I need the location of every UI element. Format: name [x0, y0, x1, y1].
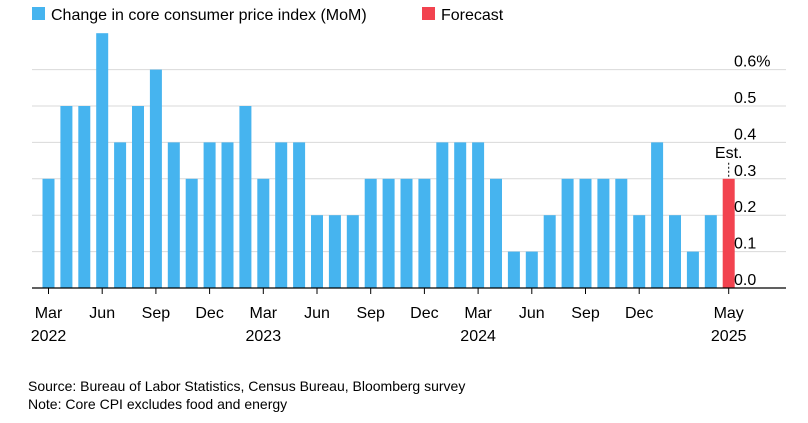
x-tick-year: 2023: [246, 328, 282, 345]
y-tick-label: 0.5: [734, 90, 756, 107]
legend-swatch-core-cpi: [32, 7, 45, 20]
x-tick-month: Sep: [571, 305, 600, 322]
x-tick-month: Dec: [625, 305, 653, 322]
bar-core-cpi: [669, 215, 681, 288]
bar-core-cpi: [507, 251, 520, 288]
legend-label-core-cpi: Change in core consumer price index (MoM…: [51, 7, 367, 24]
bar-core-cpi: [78, 106, 91, 288]
x-tick-year: 2025: [711, 328, 747, 345]
legend-swatch-forecast: [422, 7, 435, 20]
bar-core-cpi: [525, 251, 538, 288]
x-tick-month: Dec: [410, 305, 438, 322]
legend: Change in core consumer price index (MoM…: [32, 7, 504, 24]
bar-core-cpi: [472, 142, 485, 288]
x-tick-month: Jun: [519, 305, 545, 322]
bar-core-cpi: [185, 178, 198, 288]
y-tick-label: 0.0: [734, 272, 756, 289]
x-tick-month: Sep: [356, 305, 385, 322]
x-tick-month: Jun: [304, 305, 330, 322]
x-tick-month: May: [714, 305, 744, 322]
legend-label-forecast: Forecast: [441, 7, 504, 24]
bar-core-cpi: [293, 142, 306, 288]
bar-core-cpi: [132, 106, 144, 288]
bar-core-cpi: [167, 142, 180, 288]
bar-core-cpi: [257, 178, 270, 288]
bar-core-cpi: [418, 178, 431, 288]
x-tick-month: Mar: [464, 305, 492, 322]
bar-core-cpi: [454, 142, 467, 288]
bar-core-cpi: [364, 178, 377, 288]
bar-core-cpi: [704, 215, 717, 288]
x-tick-month: Dec: [195, 305, 223, 322]
x-tick-month: Jun: [89, 305, 115, 322]
bar-core-cpi: [615, 178, 628, 288]
bar-core-cpi: [221, 142, 234, 288]
y-tick-label: 0.3: [734, 163, 756, 180]
bar-core-cpi: [328, 215, 341, 288]
bar-core-cpi: [382, 178, 395, 288]
bar-forecast: [722, 178, 735, 288]
footnote: Note: Core CPI excludes food and energy: [28, 396, 288, 412]
y-tick-label: 0.6%: [734, 54, 770, 71]
chart: Change in core consumer price index (MoM…: [31, 7, 786, 345]
x-tick-month: Sep: [142, 305, 171, 322]
bar-core-cpi: [96, 33, 109, 289]
x-axis-ticks: Mar 2022 Jun Sep Dec Mar 2023 Jun Sep Dec Mar 2024 J…: [31, 288, 747, 345]
bar-core-cpi: [561, 178, 574, 288]
annotations: Est.: [715, 145, 743, 177]
bar-core-cpi: [686, 251, 699, 288]
bar-core-cpi: [400, 178, 413, 288]
y-axis: 0.0 0.1 0.2 0.3 0.4 0.5 0.6%: [734, 54, 770, 289]
bar-core-cpi: [203, 142, 216, 288]
bar-core-cpi: [633, 215, 646, 288]
bar-core-cpi: [436, 142, 449, 288]
bar-core-cpi: [114, 142, 127, 288]
bar-core-cpi: [275, 142, 288, 288]
bar-core-cpi: [579, 178, 592, 288]
bar-core-cpi: [597, 178, 610, 288]
bar-core-cpi: [239, 106, 252, 288]
y-tick-label: 0.1: [734, 236, 756, 253]
annotation-est: Est.: [715, 145, 743, 162]
x-tick-year: 2024: [460, 328, 496, 345]
bar-core-cpi: [60, 106, 73, 288]
x-tick-month: Mar: [250, 305, 278, 322]
bar-core-cpi: [149, 69, 162, 288]
y-tick-label: 0.4: [734, 126, 756, 143]
source-note: Source: Bureau of Labor Statistics, Cens…: [28, 378, 466, 394]
y-tick-label: 0.2: [734, 199, 756, 216]
bars: [42, 33, 735, 289]
bar-core-cpi: [651, 142, 664, 288]
bar-core-cpi: [490, 178, 502, 288]
bar-core-cpi: [42, 178, 55, 288]
bar-core-cpi: [311, 215, 323, 288]
bar-core-cpi: [543, 215, 556, 288]
x-tick-year: 2022: [31, 328, 67, 345]
bar-core-cpi: [346, 215, 359, 288]
x-tick-month: Mar: [35, 305, 63, 322]
